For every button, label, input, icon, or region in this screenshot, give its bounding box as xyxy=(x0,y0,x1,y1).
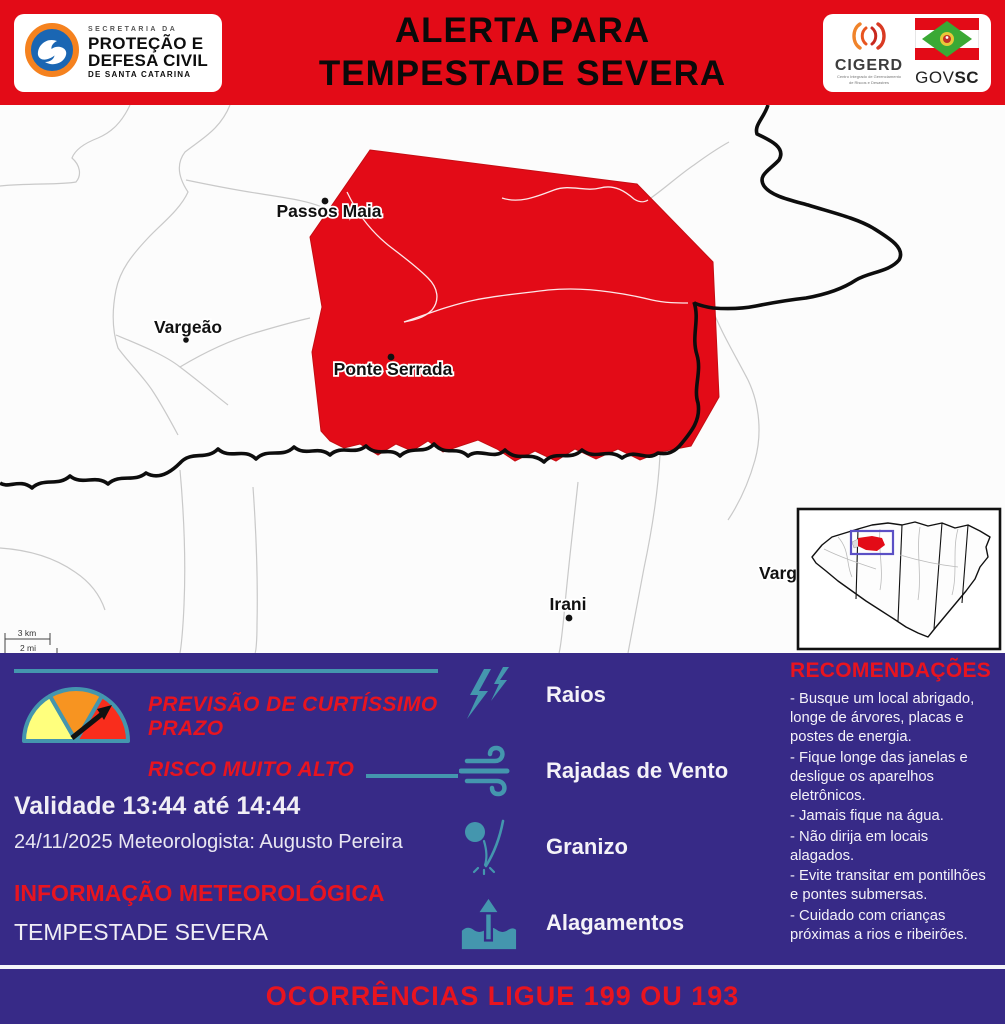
inset-map xyxy=(796,507,1002,651)
cigerd-logo: CIGERD Centro Integrado de Gerenciamento… xyxy=(834,20,904,85)
hazards-column: Raios Rajadas de Vento xyxy=(458,653,788,965)
map-label-passos-maia: Passos Maia xyxy=(276,201,381,221)
forecast-type-text: PREVISÃO DE CURTÍSSIMO PRAZO xyxy=(148,693,438,740)
recommendations-column: RECOMENDAÇÕES - Busque um local abrigado… xyxy=(788,653,1005,965)
boundaries-inside-alert xyxy=(346,186,689,323)
cigerd-mark-icon xyxy=(848,20,890,56)
risk-underline xyxy=(366,774,458,778)
lightning-icon xyxy=(458,667,518,723)
hail-icon xyxy=(458,819,518,875)
footer-bar: OCORRÊNCIAS LIGUE 199 OU 193 xyxy=(0,969,1005,1024)
info-panel: PREVISÃO DE CURTÍSSIMO PRAZO RISCO MUITO… xyxy=(0,653,1005,965)
page-title-line1: ALERTA PARA xyxy=(394,10,651,50)
page-title-line2: TEMPESTADE SEVERA xyxy=(318,53,727,93)
alert-area-polygon xyxy=(309,149,720,462)
hazard-label: Rajadas de Vento xyxy=(546,758,729,783)
met-info-title: INFORMAÇÃO METEOROLÓGICA xyxy=(14,880,385,906)
defesa-civil-logo: SECRETARIA DA PROTEÇÃO E DEFESA CIVIL DE… xyxy=(14,13,222,92)
govsc-wordmark: GOVSC xyxy=(915,67,980,87)
hazard-rajadas: Rajadas de Vento xyxy=(458,743,788,799)
footer-divider xyxy=(0,965,1005,969)
scale-bar: 3 km 2 mi xyxy=(4,628,58,653)
scale-km-label: 3 km xyxy=(18,628,36,638)
inset-alert-blob xyxy=(858,536,885,551)
inset-state-outline xyxy=(811,521,991,638)
defesa-civil-line2: DEFESA CIVIL xyxy=(88,51,209,70)
govsc-logo: GOVSC xyxy=(914,17,980,88)
forecast-column: PREVISÃO DE CURTÍSSIMO PRAZO RISCO MUITO… xyxy=(0,653,458,965)
irani-dot xyxy=(565,614,573,622)
recommendation-item: - Busque um local abrigado, longe de árv… xyxy=(790,691,975,746)
recommendations-title: RECOMENDAÇÕES xyxy=(790,659,992,682)
hazard-label: Granizo xyxy=(546,834,628,859)
cigerd-subtitle-1: Centro Integrado de Gerenciamento xyxy=(836,74,902,80)
recommendation-item: - Não dirija em locais alagados. xyxy=(790,828,929,864)
recommendation-item: - Cuidado com crianças próximas a rios e… xyxy=(790,907,968,943)
alert-banner: SECRETARIA DA PROTEÇÃO E DEFESA CIVIL DE… xyxy=(0,0,1005,105)
municipal-boundaries xyxy=(0,105,760,653)
defesa-civil-line1: PROTEÇÃO E xyxy=(88,34,204,53)
city-markers: Passos Maia Vargeão Ponte Serrada Irani … xyxy=(152,197,799,622)
risk-level-text: RISCO MUITO ALTO xyxy=(148,758,355,781)
map-svg: Passos Maia Vargeão Ponte Serrada Irani … xyxy=(0,105,1005,653)
cigerd-subtitle-2: de Riscos e Desastres xyxy=(848,79,889,85)
state-boundary-wavy xyxy=(0,301,701,490)
validity-text: Validade 13:44 até 14:44 xyxy=(14,792,301,820)
hazard-label: Alagamentos xyxy=(546,910,685,935)
wind-icon xyxy=(458,743,518,799)
partner-logos: CIGERD Centro Integrado de Gerenciamento… xyxy=(823,13,991,92)
passos-maia-dot xyxy=(321,197,329,205)
flood-icon xyxy=(458,895,518,951)
hazard-raios: Raios xyxy=(458,667,788,723)
inset-municipal-texture xyxy=(823,526,959,601)
alert-map: Passos Maia Vargeão Ponte Serrada Irani … xyxy=(0,105,1005,653)
recommendation-item: - Jamais fique na água. xyxy=(790,808,944,825)
hazard-alagamentos: Alagamentos xyxy=(458,895,788,951)
defesa-civil-pretitle: SECRETARIA DA xyxy=(88,26,178,33)
emergency-phone-text: OCORRÊNCIAS LIGUE 199 OU 193 xyxy=(265,981,740,1011)
met-info-value: TEMPESTADE SEVERA xyxy=(14,919,268,945)
map-label-ponte-serrada: Ponte Serrada xyxy=(334,359,453,379)
ponte-serrada-dot xyxy=(387,353,395,361)
defesa-civil-emblem-icon xyxy=(24,22,80,83)
hazard-label: Raios xyxy=(546,682,606,707)
page-title: ALERTA PARA TEMPESTADE SEVERA xyxy=(319,10,726,95)
santa-catarina-flag-icon xyxy=(914,17,980,65)
cigerd-name: CIGERD xyxy=(834,57,904,75)
map-label-irani: Irani xyxy=(550,594,587,614)
map-label-vargeao: Vargeão xyxy=(154,317,222,337)
recommendation-item: - Fique longe das janelas e desligue os … xyxy=(790,749,968,805)
top-divider xyxy=(14,669,438,673)
map-label-truncated: Varg xyxy=(759,563,797,583)
hazard-granizo: Granizo xyxy=(458,819,788,875)
defesa-civil-subtitle: DE SANTA CATARINA xyxy=(88,70,192,79)
vargeao-dot xyxy=(183,337,189,343)
risk-gauge-icon xyxy=(14,681,138,752)
state-boundary-upper xyxy=(693,105,903,311)
inset-highlight-rect xyxy=(849,529,895,556)
scale-mi-label: 2 mi xyxy=(20,643,36,653)
issued-by-text: 24/11/2025 Meteorologista: Augusto Perei… xyxy=(14,831,403,853)
recommendation-item: - Evite transitar em pontilhões e pontes… xyxy=(790,868,986,904)
